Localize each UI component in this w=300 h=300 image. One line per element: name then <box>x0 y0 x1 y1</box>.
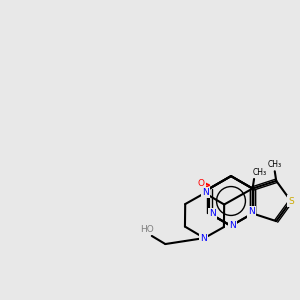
Text: N: N <box>202 188 209 197</box>
Text: CH₃: CH₃ <box>253 168 267 177</box>
Text: N: N <box>200 234 207 243</box>
Text: S: S <box>288 196 294 206</box>
Text: N: N <box>229 221 236 230</box>
Text: CH₃: CH₃ <box>268 160 282 169</box>
Text: HO: HO <box>140 224 154 233</box>
Text: O: O <box>197 178 205 188</box>
Text: N: N <box>209 209 216 218</box>
Text: N: N <box>248 208 254 217</box>
